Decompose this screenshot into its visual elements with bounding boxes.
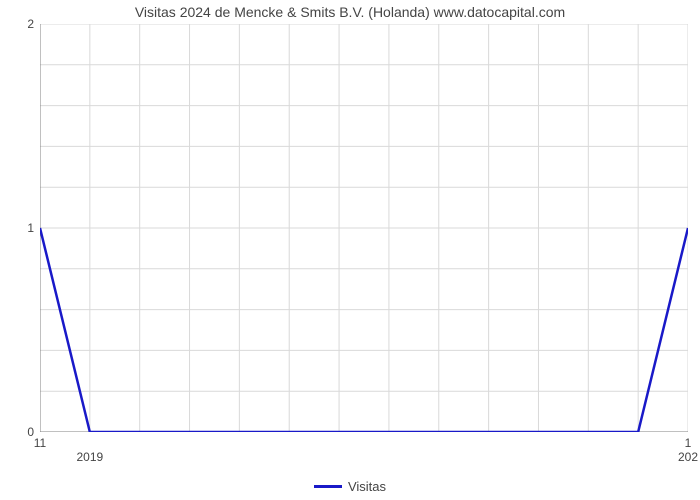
- chart-title: Visitas 2024 de Mencke & Smits B.V. (Hol…: [0, 4, 700, 20]
- legend: Visitas: [0, 479, 700, 494]
- legend-label-visitas: Visitas: [348, 479, 386, 494]
- x-tick: 11: [34, 436, 46, 450]
- chart-svg: [40, 24, 688, 432]
- x-tick-secondary: 202: [678, 450, 698, 464]
- x-tick-secondary: 2019: [76, 450, 103, 464]
- y-tick: 1: [27, 221, 34, 235]
- chart-container: Visitas 2024 de Mencke & Smits B.V. (Hol…: [0, 0, 700, 500]
- y-tick: 2: [27, 17, 34, 31]
- legend-swatch-visitas: [314, 485, 342, 488]
- x-tick: 1: [685, 436, 692, 450]
- plot-area: [40, 24, 688, 432]
